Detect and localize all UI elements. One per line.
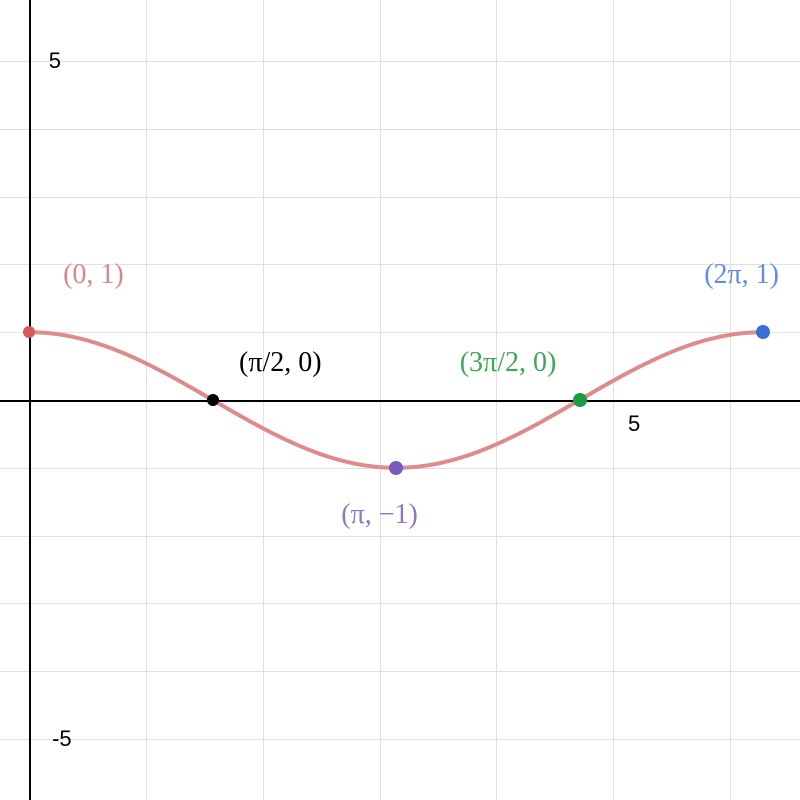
plot-point xyxy=(573,393,587,407)
point-label-text: (3π/2, 0) xyxy=(460,347,557,378)
point-label: (2π, 1) xyxy=(704,259,779,291)
plot-point xyxy=(389,461,403,475)
axis-tick-label: 5 xyxy=(49,48,61,74)
point-label-text: (2π, 1) xyxy=(704,259,779,290)
axis-tick-label-text: 5 xyxy=(628,411,640,436)
point-label: (π, −1) xyxy=(341,499,418,531)
axis-tick-label: 5 xyxy=(628,411,640,437)
axis-tick-label: -5 xyxy=(52,726,72,752)
axis-tick-label-text: 5 xyxy=(49,48,61,73)
point-label-text: (π/2, 0) xyxy=(239,347,322,378)
point-label-text: (π, −1) xyxy=(341,499,418,530)
point-label: (3π/2, 0) xyxy=(460,347,557,379)
point-label: (π/2, 0) xyxy=(239,347,322,379)
cosine-chart: (0, 1) (π/2, 0) (π, −1) (3π/2, 0) (2π, 1) 5 5 -… xyxy=(0,0,800,800)
plot-point xyxy=(207,394,219,406)
point-label: (0, 1) xyxy=(63,259,124,291)
plot-point xyxy=(23,326,35,338)
cosine-curve xyxy=(0,0,800,800)
point-label-text: (0, 1) xyxy=(63,259,124,290)
axis-tick-label-text: -5 xyxy=(52,726,72,751)
plot-point xyxy=(756,325,770,339)
